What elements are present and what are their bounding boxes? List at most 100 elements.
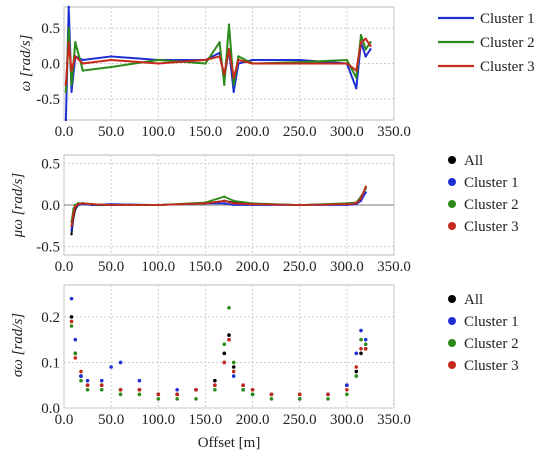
legend-swatch <box>448 339 456 347</box>
data-point <box>298 62 301 65</box>
data-point <box>369 48 372 51</box>
x-axis-label: Offset [m] <box>198 435 261 451</box>
data-point <box>354 365 359 369</box>
data-point <box>79 378 83 383</box>
legend-label: All <box>464 292 483 308</box>
data-point <box>69 324 74 328</box>
data-point <box>81 62 85 65</box>
data-point <box>359 351 363 356</box>
data-point <box>91 202 94 206</box>
data-point <box>369 41 372 44</box>
data-point <box>69 315 74 319</box>
panel-sigma: 0.2 0.1 0.0 0.0 50.0 100.0 150.0 200.0 250.0 300… <box>10 284 519 428</box>
panel-omega: 0.5 0.0 -0.5 0.0 50.0 100.0 150.0 200.0 250.0 30… <box>18 5 535 140</box>
y-tick-label: 0.2 <box>41 310 60 326</box>
data-point <box>269 397 274 401</box>
data-point <box>227 48 231 51</box>
data-point <box>109 365 113 369</box>
legend-swatch <box>448 178 456 186</box>
legend-swatch <box>448 156 456 164</box>
data-point <box>213 378 217 383</box>
data-point <box>232 203 235 207</box>
data-point <box>369 44 372 48</box>
x-tick-label: 250.0 <box>283 124 317 140</box>
data-point <box>109 203 113 207</box>
legend-label: Cluster 1 <box>464 175 519 191</box>
panel-mu-marks <box>70 185 367 236</box>
data-point <box>175 387 179 392</box>
panel-sigma-frame <box>63 284 395 409</box>
data-point <box>81 202 85 205</box>
x-tick-label: 350.0 <box>377 124 411 140</box>
data-point <box>223 72 226 76</box>
data-point <box>118 387 123 392</box>
data-point <box>109 55 113 58</box>
data-point <box>355 69 358 72</box>
data-point <box>232 90 235 93</box>
x-tick-label: 300.0 <box>330 124 364 140</box>
data-point <box>175 392 179 397</box>
data-point <box>355 87 358 90</box>
data-point <box>72 212 75 215</box>
data-point <box>227 333 231 337</box>
panel-sigma-legend: All Cluster 1 Cluster 2 Cluster 3 <box>448 292 519 374</box>
data-point <box>70 228 73 232</box>
data-point <box>109 65 113 69</box>
data-point <box>363 337 368 342</box>
data-point <box>74 205 77 208</box>
data-point <box>237 58 240 62</box>
data-point <box>81 69 85 72</box>
x-tick-label: 50.0 <box>98 124 124 140</box>
x-tick-label: 150.0 <box>189 412 223 428</box>
data-point <box>73 337 78 342</box>
y-tick-label: 0.0 <box>41 57 60 73</box>
data-point <box>364 55 367 58</box>
x-tick-label: 350.0 <box>377 412 411 428</box>
data-point <box>79 369 83 374</box>
panel-mu-ylabel: μω [rad/s] <box>10 173 26 239</box>
x-tick-label: 0.0 <box>55 124 74 140</box>
data-point <box>298 203 301 207</box>
data-point <box>326 397 330 401</box>
data-point <box>359 337 363 342</box>
legend-swatch <box>448 295 456 303</box>
data-point <box>359 197 363 200</box>
data-point <box>232 199 235 203</box>
data-point <box>194 387 198 392</box>
data-point <box>345 202 349 206</box>
data-point <box>69 296 74 301</box>
data-point <box>157 62 160 65</box>
panel-mu-x-ticks: 0.0 50.0 100.0 150.0 200.0 250.0 300.0 350.0 <box>55 259 411 275</box>
data-point <box>67 41 70 44</box>
data-point <box>231 360 236 365</box>
data-point <box>85 378 90 383</box>
legend-label: Cluster 3 <box>464 358 519 374</box>
data-point <box>363 346 368 351</box>
series-line <box>64 23 372 92</box>
data-point <box>364 37 367 40</box>
data-point <box>118 392 123 397</box>
x-tick-label: 50.0 <box>98 259 124 275</box>
legend-label: Cluster 3 <box>480 59 535 75</box>
data-point <box>157 203 160 207</box>
y-tick-label: 0.5 <box>41 21 60 37</box>
data-point <box>355 76 358 79</box>
y-tick-label: 0.5 <box>41 156 60 172</box>
data-point <box>232 76 235 79</box>
data-point <box>223 195 226 198</box>
legend-swatch <box>448 361 456 369</box>
data-point <box>204 58 207 62</box>
data-point <box>213 387 217 392</box>
data-point <box>363 342 368 347</box>
data-point <box>354 374 359 378</box>
panel-mu-legend: All Cluster 1 Cluster 2 Cluster 3 <box>448 153 519 235</box>
legend-label: Cluster 3 <box>464 219 519 235</box>
data-point <box>227 23 231 26</box>
data-point <box>70 69 73 72</box>
data-point <box>157 58 160 62</box>
series-line <box>64 37 372 85</box>
data-point <box>345 383 349 388</box>
legend-label: Cluster 2 <box>480 35 535 51</box>
data-point <box>345 387 349 392</box>
x-tick-label: 250.0 <box>283 412 317 428</box>
